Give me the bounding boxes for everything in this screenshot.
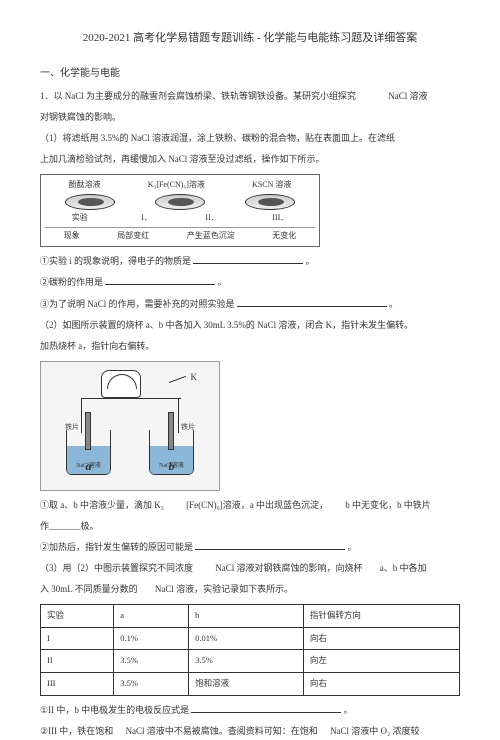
text: NaCl 溶液对钢铁腐蚀的影响，向烧杯	[215, 563, 362, 573]
q1-line2: 对钢铁腐蚀的影响。	[40, 109, 460, 126]
q2-sub2: ②加热后，指针发生偏转的原因可能是 。	[40, 539, 460, 556]
q2-sub1d: 作_______极。	[40, 518, 460, 535]
dish-icon	[65, 194, 115, 210]
table-cell: 0.1%	[114, 627, 189, 650]
q1-sub2: ②碳粉的作用是 。	[40, 274, 460, 291]
q3-text2: 入 30mL 不同质量分数的 NaCl 溶液，实验记录如下表所示。	[40, 581, 460, 598]
text: [Fe(CN)₆]溶液，a 中出现蓝色沉淀，	[186, 500, 328, 510]
q1-sub1: ①实验 i 的现象说明，得电子的物质是 。	[40, 253, 460, 270]
table-cell: 3.5%	[189, 650, 304, 673]
text: ①取 a、b 中溶液少量，滴加 K₃	[40, 500, 164, 510]
meter-icon	[101, 370, 141, 398]
table-cell: 向左	[303, 650, 459, 673]
switch-label: K	[191, 370, 198, 384]
beaker-b-icon: 铁片 b NaCl溶液	[149, 430, 194, 475]
q3-sub2: ②III 中，铁在饱和 NaCl 溶液中不易被腐蚀。查阅资料可知：在饱和 NaC…	[40, 723, 460, 740]
fig1-results: 现象 局部变红 产生蓝色沉淀 无变化	[45, 227, 315, 243]
text: ②加热后，指针发生偏转的原因可能是	[40, 542, 193, 552]
text: ①II 中，b 中电极发生的电极反应式是	[40, 705, 189, 715]
text: 。	[344, 705, 353, 715]
q1-sub3: ③为了说明 NaCl 的作用，需要补充的对照实验是 。	[40, 296, 460, 313]
label: 产生蓝色沉淀	[187, 230, 235, 243]
electrode-label: 铁片	[65, 422, 79, 433]
q3-text: （3）用（2）中图示装置探究不同浓度 NaCl 溶液对钢铁腐蚀的影响，向烧杯 a…	[40, 560, 460, 577]
table-cell: II	[41, 650, 114, 673]
beaker-a-icon: 铁片 a NaCl溶液	[66, 430, 111, 475]
q1-intro: 1．以 NaCl 为主要成分的融雪剂会腐蚀桥梁、铁轨等钢铁设备。某研究小组探究 …	[40, 88, 460, 105]
reagent-label: 酚酞溶液	[69, 179, 101, 192]
page-title: 2020-2021 高考化学易错题专题训练 - 化学能与电能练习题及详细答案	[40, 30, 460, 48]
table-cell: 0.01%	[189, 627, 304, 650]
text: （3）用（2）中图示装置探究不同浓度	[40, 563, 193, 573]
table-cell: 3.5%	[114, 673, 189, 696]
q1-step1b: 上加几滴检验试剂，再缓慢加入 NaCl 溶液至没过滤纸，操作如下所示。	[40, 151, 460, 168]
table-header: a	[114, 605, 189, 628]
q3-sub1: ①II 中，b 中电极发生的电极反应式是 。	[40, 702, 460, 719]
text: b 中无变化，b 中铁片	[345, 500, 431, 510]
text: NaCl 溶液	[388, 91, 427, 101]
table-header: b	[189, 605, 304, 628]
solution-label: NaCl溶液	[150, 462, 193, 472]
table-row: I 0.1% 0.01% 向右	[41, 627, 460, 650]
text: 。	[389, 299, 398, 309]
table-cell: 向右	[303, 673, 459, 696]
text: 。	[348, 542, 357, 552]
text: 。	[218, 277, 227, 287]
table-row: III 3.5% 饱和溶液 向右	[41, 673, 460, 696]
blank	[105, 275, 215, 285]
fig1-labels: 实验 I． II． III．	[45, 212, 315, 225]
text: ③为了说明 NaCl 的作用，需要补充的对照实验是	[40, 299, 235, 309]
solution-label: NaCl溶液	[67, 462, 110, 472]
text: 入 30mL 不同质量分数的	[40, 584, 138, 594]
text: ②碳粉的作用是	[40, 277, 103, 287]
label: 现象	[64, 230, 80, 243]
table-row: 实验 a b 指针偏转方向	[41, 605, 460, 628]
q2-sub1: ①取 a、b 中溶液少量，滴加 K₃ [Fe(CN)₆]溶液，a 中出现蓝色沉淀…	[40, 497, 460, 514]
blank	[191, 703, 341, 713]
electrode-label: 铁片	[181, 422, 195, 433]
reagent-label: KSCN 溶液	[252, 179, 291, 192]
table-header: 实验	[41, 605, 114, 628]
label: III．	[272, 212, 288, 225]
table-cell: 3.5%	[114, 650, 189, 673]
table-row: II 3.5% 3.5% 向左	[41, 650, 460, 673]
text: NaCl 溶液，实验记录如下表所示。	[155, 584, 293, 594]
text: ①实验 i 的现象说明，得电子的物质是	[40, 256, 191, 266]
text: 1．以 NaCl 为主要成分的融雪剂会腐蚀桥梁、铁轨等钢铁设备。某研究小组探究	[40, 91, 356, 101]
table-cell: 饱和溶液	[189, 673, 304, 696]
blank	[237, 297, 387, 307]
figure-2: K 铁片 a NaCl溶液 铁片 b NaCl溶液	[40, 361, 220, 491]
fig1-reagents: 酚酞溶液 K₃[Fe(CN)₆]溶液 KSCN 溶液	[45, 179, 315, 192]
q2-text: （2）如图所示装置的烧杯 a、b 中各加入 30mL 3.5%的 NaCl 溶液…	[40, 317, 460, 334]
blank	[195, 540, 345, 550]
label: 局部变红	[117, 230, 149, 243]
q2-text2: 加热烧杯 a，指针向右偏转。	[40, 338, 460, 355]
table-cell: III	[41, 673, 114, 696]
label: I．	[141, 212, 152, 225]
q1-step1: （1）将滤纸用 3.5%的 NaCl 溶液润湿，涂上铁粉、碳粉的混合物，贴在表面…	[40, 130, 460, 147]
dish-icon	[155, 194, 205, 210]
label: 实验	[72, 212, 88, 225]
table-header: 指针偏转方向	[303, 605, 459, 628]
experiment-table: 实验 a b 指针偏转方向 I 0.1% 0.01% 向右 II 3.5% 3.…	[40, 604, 460, 695]
blank	[193, 254, 303, 264]
figure-1: 酚酞溶液 K₃[Fe(CN)₆]溶液 KSCN 溶液 实验 I． II． III…	[40, 174, 320, 247]
dish-icon	[245, 194, 295, 210]
text: ②III 中，铁在饱和	[40, 726, 113, 736]
fig1-dishes	[45, 194, 315, 210]
section-header: 一、化学能与电能	[40, 66, 460, 82]
text: 。	[306, 256, 315, 266]
text: NaCl 溶液中 O₂ 浓度较	[330, 726, 419, 736]
text: a、b 中各加	[380, 563, 427, 573]
label: II．	[205, 212, 218, 225]
reagent-label: K₃[Fe(CN)₆]溶液	[148, 179, 205, 192]
table-cell: I	[41, 627, 114, 650]
table-cell: 向右	[303, 627, 459, 650]
label: 无变化	[272, 230, 296, 243]
switch-icon: K	[169, 382, 189, 394]
text: NaCl 溶液中不易被腐蚀。查阅资料可知：在饱和	[126, 726, 318, 736]
